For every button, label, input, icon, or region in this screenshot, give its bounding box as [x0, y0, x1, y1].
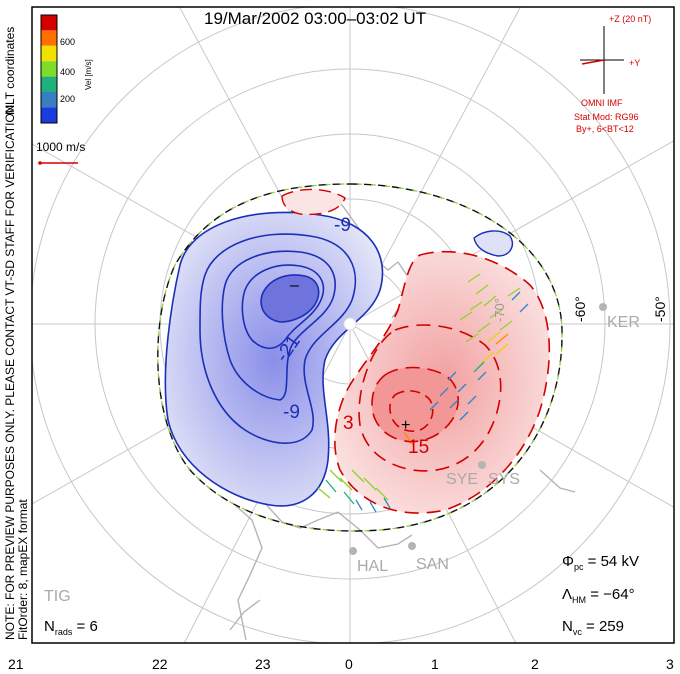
negative-potential-cell [164, 211, 514, 507]
lat-label-60: -60° [572, 296, 588, 322]
fit-order-note: FitOrder: 8, mapEX format [16, 499, 30, 640]
colorbar [40, 14, 58, 124]
station-tig: TIG [44, 588, 71, 605]
mlt-tick-22: 22 [152, 656, 168, 672]
contour-label-neg9-top: -9 [334, 215, 351, 236]
colorbar-tick-600: 600 [60, 37, 76, 47]
stat-n-vc: Nvc = 259 [562, 618, 624, 637]
stat-lambda-hm: ΛHM = −64° [562, 586, 635, 605]
svg-text:+: + [401, 417, 410, 434]
stat-phi-pc: Φpc = 54 kV [562, 553, 639, 572]
mlt-tick-0: 0 [345, 656, 353, 672]
geomagnetic-pole [343, 317, 357, 331]
stat-model: Stat Mod: RG96 [574, 112, 639, 122]
contour-label-pos15: 15 [408, 437, 430, 458]
lat-label-50: -50° [652, 296, 668, 322]
radar-stations [349, 303, 607, 555]
colorbar-tick-400: 400 [60, 67, 76, 77]
imf-source: OMNI IMF [581, 98, 623, 108]
lat-label-70: -70° [492, 298, 507, 322]
stat-model-params: By+, 6<BT<12 [576, 124, 634, 134]
mlt-tick-2: 2 [531, 656, 539, 672]
imf-z-label: +Z (20 nT) [609, 14, 652, 24]
imf-y-label: +Y [629, 58, 641, 68]
station-sye: SYE [446, 471, 479, 488]
mlt-tick-1: 1 [431, 656, 439, 672]
plot-frame [31, 6, 675, 644]
station-ker: KER [607, 314, 640, 331]
positive-potential-cell [281, 188, 551, 514]
stat-n-rads: Nrads = 6 [44, 618, 98, 637]
velocity-vectors [317, 273, 529, 513]
mlt-tick-21: 21 [8, 656, 24, 672]
station-san: SAN [416, 556, 449, 573]
map-title: 19/Mar/2002 03:00–03:02 UT [204, 9, 427, 28]
contour-label-neg9-bottom: -9 [283, 402, 300, 423]
station-sys: SYS [488, 471, 521, 488]
svg-text:–: – [290, 277, 299, 294]
mlt-tick-3: 3 [666, 656, 674, 672]
contour-label-pos3: 3 [343, 413, 354, 434]
velocity-scale-label: 1000 m/s [36, 140, 86, 154]
mlt-tick-23: 23 [255, 656, 271, 672]
colorbar-label: Vel [m/s] [84, 59, 93, 90]
preview-note: NOTE: FOR PREVIEW PURPOSES ONLY. PLEASE … [3, 101, 17, 640]
station-hal: HAL [357, 558, 389, 575]
colorbar-tick-200: 200 [60, 94, 76, 104]
